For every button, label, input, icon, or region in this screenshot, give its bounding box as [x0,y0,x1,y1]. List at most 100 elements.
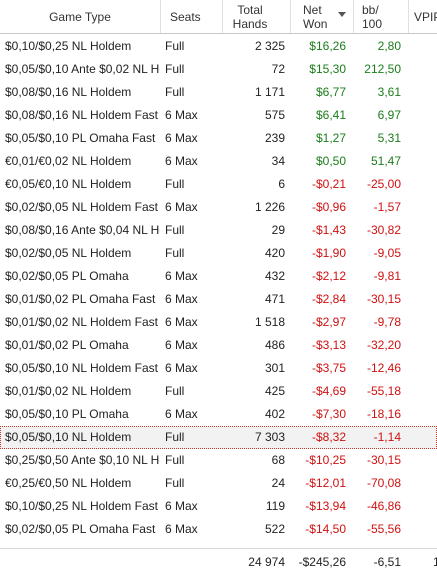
table-cell: $1,27 [315,131,346,145]
table-cell: $0,01/$0,02 PL Omaha Fast [5,292,156,306]
table-cell: 6 Max [165,338,198,352]
table-cell: -$3,75 [311,361,346,375]
sort-arrow [338,12,346,17]
column-divider [222,0,223,33]
table-cell: 1 518 [254,315,285,329]
table-cell: -55,18 [366,384,401,398]
table-row[interactable]: $0,02/$0,05 PL Omaha Fast 6 Max 522 -$14,50… [0,518,437,541]
table-cell: 5,31 [377,131,401,145]
table-cell: 575 [264,108,285,122]
table-row[interactable]: $0,01/$0,02 PL Omaha 6 Max 486 -$3,13 -32,20 [0,334,437,357]
table-cell: -$14,50 [305,522,346,536]
table-cell: -30,15 [366,292,401,306]
table-row[interactable]: €0,25/€0,50 NL Holdem Full 24 -$12,01 -70,08 [0,472,437,495]
table-cell: Full [165,246,185,260]
table-cell: 420 [264,246,285,260]
table-row[interactable]: $0,05/$0,10 PL Omaha 6 Max 402 -$7,30 -18,16 [0,403,437,426]
column-header: Seats [170,0,220,33]
column-header: Net Won [303,0,343,33]
table-row[interactable]: $0,25/$0,50 Ante $0,10 NL Ho Full 68 -$10,2… [0,449,437,472]
table-cell: 6 Max [165,269,198,283]
table-cell: 6 [278,177,285,191]
table-row[interactable]: $0,01/$0,02 NL Holdem Full 425 -$4,69 -55,18 [0,380,437,403]
header-line: VPIP [414,9,437,24]
table-cell: 6 Max [165,200,198,214]
table-cell: -30,82 [366,223,401,237]
table-row[interactable]: $0,02/$0,05 NL Holdem Fast 6 Max 1 226 -$0,… [0,196,437,219]
table-row[interactable]: €0,01/€0,02 NL Holdem 6 Max 34 $0,50 51,47 [0,150,437,173]
table-row[interactable]: $0,02/$0,05 NL Holdem Full 420 -$1,90 -9,05 [0,242,437,265]
table-cell: $0,25/$0,50 Ante $0,10 NL Ho [5,453,160,467]
column-divider [290,0,291,33]
table-cell: -$0,96 [311,200,346,214]
table-cell: -30,15 [366,453,401,467]
table-cell: 6 Max [165,499,198,513]
table-cell: $0,08/$0,16 NL Holdem [5,85,132,99]
table-row[interactable]: $0,02/$0,05 PL Omaha 6 Max 432 -$2,12 -9,81 [0,265,437,288]
table-cell: 6 Max [165,154,198,168]
table-cell: 1 226 [254,200,285,214]
table-cell: -46,86 [366,499,401,513]
table-row[interactable]: $0,10/$0,25 NL Holdem Fast 6 Max 119 -$13,9… [0,495,437,518]
table-cell: 6,97 [377,108,401,122]
table-cell: Full [165,223,185,237]
table-cell: Full [165,62,185,76]
table-cell: -$0,21 [311,177,346,191]
table-cell: Full [165,384,185,398]
table-cell: -$2,12 [311,269,346,283]
table-cell: 3,61 [377,85,401,99]
table-cell: -70,08 [366,476,401,490]
header-line: 100 [362,16,383,31]
table-cell: 432 [264,269,285,283]
header-line: Seats [170,9,201,24]
table-cell: Full [165,85,185,99]
table-cell: $0,08/$0,16 NL Holdem Fast [5,108,158,122]
table-cell: 6 Max [165,407,198,421]
table-row[interactable]: $0,05/$0,10 PL Omaha Fast 6 Max 239 $1,27 5,… [0,127,437,150]
total-cell: -6,51 [373,555,401,569]
table-cell: 402 [264,407,285,421]
table-cell: 6 Max [165,131,198,145]
table-cell: 239 [264,131,285,145]
table-row[interactable]: $0,01/$0,02 PL Omaha Fast 6 Max 471 -$2,84 -… [0,288,437,311]
table-row[interactable]: $0,08/$0,16 NL Holdem Fast 6 Max 575 $6,41 6… [0,104,437,127]
table-cell: -$12,01 [305,476,346,490]
table-row[interactable]: $0,05/$0,10 NL Holdem Fast 6 Max 301 -$3,75… [0,357,437,380]
table-cell: $0,10/$0,25 NL Holdem Fast [5,499,158,513]
table-cell: 119 [265,499,285,513]
table-cell: 1 171 [254,85,285,99]
table-cell: -18,16 [366,407,401,421]
table-cell: Full [165,453,185,467]
table-cell: €0,05/€0,10 NL Holdem [5,177,132,191]
table-row[interactable]: $0,01/$0,02 NL Holdem Fast 6 Max 1 518 -$2,… [0,311,437,334]
table-cell: -9,05 [373,246,401,260]
table-cell: -$10,25 [305,453,346,467]
table-row[interactable]: $0,05/$0,10 NL Holdem Full 7 303 -$8,32 -1,1… [0,426,437,449]
table-cell: -55,56 [366,522,401,536]
table-cell: -$3,13 [311,338,346,352]
total-cell: -$245,26 [298,555,346,569]
table-row[interactable]: $0,08/$0,16 NL Holdem Full 1 171 $6,77 3,61 [0,81,437,104]
column-header: Total Hands [222,0,278,33]
table-cell: $6,41 [315,108,346,122]
table-cell: 2,80 [377,39,401,53]
table-cell: 522 [264,522,285,536]
table-cell: €0,01/€0,02 NL Holdem [5,154,132,168]
table-cell: Full [165,430,185,444]
column-header: bb/100 [362,0,402,33]
header-line: Net [303,2,322,17]
table-cell: $0,02/$0,05 PL Omaha [5,269,129,283]
table-row[interactable]: $0,10/$0,25 NL Holdem Full 2 325 $16,26 2,80 [0,35,437,58]
table-cell: $0,05/$0,10 PL Omaha Fast [5,131,156,145]
table-row[interactable]: $0,08/$0,16 Ante $0,04 NL Ho Full 29 -$1,43… [0,219,437,242]
table-cell: -$7,30 [311,407,346,421]
table-cell: 6 Max [165,315,198,329]
table-cell: 471 [264,292,285,306]
table-cell: $0,02/$0,05 NL Holdem Fast [5,200,158,214]
table-row[interactable]: $0,05/$0,10 Ante $0,02 NL Ho Full 72 $15,30… [0,58,437,81]
table-row[interactable]: €0,05/€0,10 NL Holdem Full 6 -$0,21 -25,00 [0,173,437,196]
table-cell: 212,50 [364,62,401,76]
table-cell: $0,05/$0,10 Ante $0,02 NL Ho [5,62,160,76]
